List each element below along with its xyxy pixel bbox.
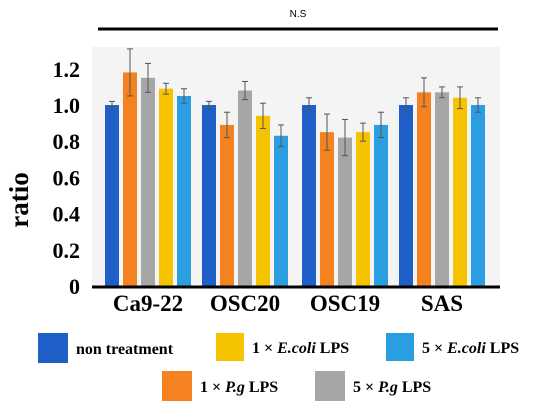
bar xyxy=(374,124,388,286)
bar xyxy=(141,77,155,286)
bar xyxy=(123,72,137,286)
bar xyxy=(105,105,119,286)
legend-label: 1 × P.g LPS xyxy=(200,379,278,396)
x-tick-label: OSC20 xyxy=(210,291,280,316)
legend-label: non treatment xyxy=(76,341,174,358)
bar xyxy=(453,97,467,286)
bar xyxy=(302,105,316,286)
legend-swatch xyxy=(216,333,244,361)
legend-label: 5 × P.g LPS xyxy=(353,379,431,396)
bar xyxy=(417,92,431,286)
bar xyxy=(338,137,352,286)
x-axis: Ca9-22 OSC20 OSC19 SAS xyxy=(92,285,500,316)
bar xyxy=(471,105,485,286)
bar xyxy=(435,92,449,286)
x-tick-label: SAS xyxy=(421,291,463,316)
legend-swatch xyxy=(162,371,192,401)
bar xyxy=(399,105,413,286)
legend-swatch xyxy=(386,333,414,361)
significance-label: N.S xyxy=(290,9,307,20)
legend: non treatment 1 × P.g LPS 5 × P.g LPS 1 × E… xyxy=(38,333,519,401)
bar xyxy=(177,95,191,286)
y-tick-label: 0.8 xyxy=(53,129,81,154)
legend-swatch xyxy=(315,371,345,401)
legend-label: 1 × E.coli LPS xyxy=(252,340,349,357)
significance-bracket: N.S xyxy=(98,9,498,31)
legend-swatch xyxy=(38,333,68,363)
bar xyxy=(220,124,234,286)
bar xyxy=(320,132,334,286)
bar xyxy=(356,132,370,286)
x-tick-label: OSC19 xyxy=(310,291,380,316)
bar xyxy=(159,88,173,287)
x-tick-label: Ca9-22 xyxy=(113,291,183,316)
legend-label: 5 × E.coli LPS xyxy=(422,340,519,357)
y-tick-label: 0.4 xyxy=(53,202,81,227)
y-tick-label: 0 xyxy=(69,274,80,299)
y-tick-label: 0.6 xyxy=(53,165,81,190)
y-axis: 0 0.2 0.4 0.6 0.8 1.0 1.2 xyxy=(53,57,81,299)
y-tick-label: 1.2 xyxy=(53,57,81,82)
bar xyxy=(238,90,252,287)
bar xyxy=(202,105,216,286)
y-tick-label: 1.0 xyxy=(53,93,81,118)
y-tick-label: 0.2 xyxy=(53,238,81,263)
y-axis-label: ratio xyxy=(4,172,34,227)
bars xyxy=(105,48,485,287)
bar xyxy=(274,135,288,286)
bar xyxy=(256,115,270,286)
